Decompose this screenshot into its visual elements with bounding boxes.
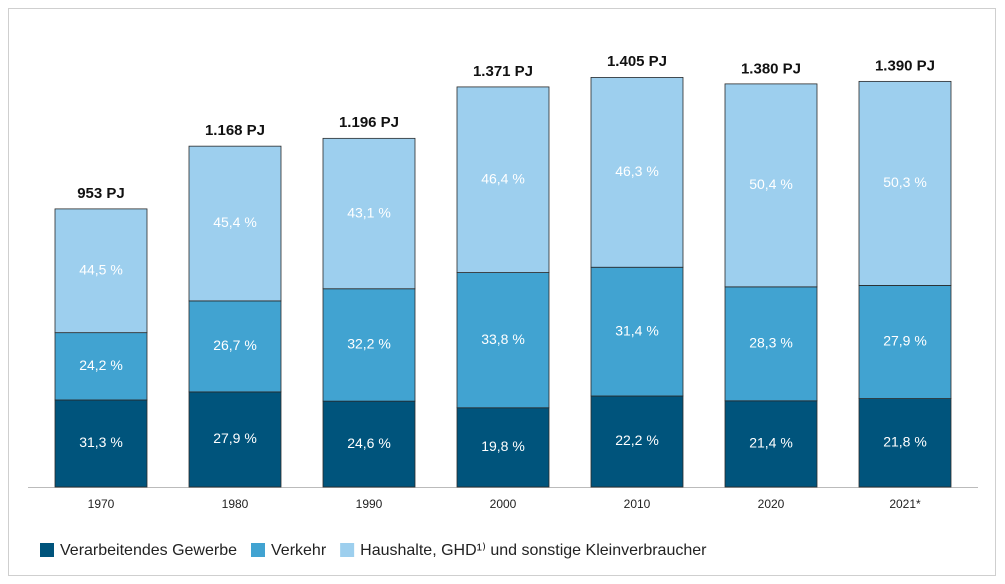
total-label: 1.390 PJ bbox=[875, 57, 935, 74]
segment-label: 24,6 % bbox=[347, 435, 391, 451]
segment-label: 46,3 % bbox=[615, 163, 659, 179]
bar-segment bbox=[724, 286, 818, 402]
segment-label: 31,3 % bbox=[79, 434, 123, 450]
total-label: 1.380 PJ bbox=[741, 60, 801, 77]
segment-label: 26,7 % bbox=[213, 337, 257, 353]
segment-label: 19,8 % bbox=[481, 438, 525, 454]
segment-label: 45,4 % bbox=[213, 214, 257, 230]
segment-label: 50,4 % bbox=[749, 176, 793, 192]
segment-label: 22,2 % bbox=[615, 432, 659, 448]
segment-label: 24,2 % bbox=[79, 357, 123, 373]
total-label: 1.405 PJ bbox=[607, 53, 667, 70]
segment-label: 33,8 % bbox=[481, 331, 525, 347]
x-tick-label: 2000 bbox=[490, 497, 517, 511]
bar-segment bbox=[590, 266, 684, 397]
total-label: 1.371 PJ bbox=[473, 63, 533, 80]
x-tick-label: 1990 bbox=[356, 497, 383, 511]
legend-label: Haushalte, GHD¹⁾ und sonstige Kleinverbr… bbox=[360, 542, 707, 559]
legend-label: Verkehr bbox=[271, 542, 327, 559]
bar-segment bbox=[456, 407, 550, 488]
bar-segment bbox=[858, 398, 952, 488]
segment-label: 32,2 % bbox=[347, 336, 391, 352]
segment-label: 28,3 % bbox=[749, 335, 793, 351]
legend-swatch bbox=[340, 543, 355, 557]
bar-segment bbox=[188, 145, 282, 302]
bar-segment bbox=[322, 137, 416, 290]
segment-label: 27,9 % bbox=[883, 333, 927, 349]
bar-segment bbox=[322, 400, 416, 488]
segment-label: 50,3 % bbox=[883, 174, 927, 190]
bar-segment bbox=[54, 399, 148, 488]
segment-label: 21,4 % bbox=[749, 435, 793, 451]
total-label: 1.168 PJ bbox=[205, 122, 265, 139]
segment-label: 43,1 % bbox=[347, 204, 391, 220]
legend-swatch bbox=[251, 543, 265, 557]
x-tick-label: 2020 bbox=[758, 497, 785, 511]
total-label: 953 PJ bbox=[77, 185, 125, 202]
x-tick-label: 1980 bbox=[222, 497, 249, 511]
x-tick-label: 2010 bbox=[624, 497, 651, 511]
x-tick-label: 2021* bbox=[889, 497, 921, 511]
bar-segment bbox=[456, 272, 550, 409]
bar-segment bbox=[188, 300, 282, 393]
bar-segment bbox=[322, 288, 416, 402]
segment-label: 27,9 % bbox=[213, 430, 257, 446]
bar-segment bbox=[188, 391, 282, 488]
segment-label: 46,4 % bbox=[481, 170, 525, 186]
segment-label: 44,5 % bbox=[79, 261, 123, 277]
bar-segment bbox=[590, 395, 684, 488]
bar-segment bbox=[724, 83, 818, 288]
bar-segment bbox=[54, 208, 148, 334]
legend-swatch bbox=[40, 543, 54, 557]
bar-segment bbox=[858, 80, 952, 286]
total-label: 1.196 PJ bbox=[339, 114, 399, 131]
x-tick-label: 1970 bbox=[88, 497, 115, 511]
legend-label: Verarbeitendes Gewerbe bbox=[60, 542, 237, 559]
bar-segment bbox=[590, 77, 684, 268]
bar-segment bbox=[858, 285, 952, 399]
bar-segment bbox=[724, 400, 818, 488]
bar-segment bbox=[456, 86, 550, 273]
segment-label: 31,4 % bbox=[615, 322, 659, 338]
segment-label: 21,8 % bbox=[883, 433, 927, 449]
